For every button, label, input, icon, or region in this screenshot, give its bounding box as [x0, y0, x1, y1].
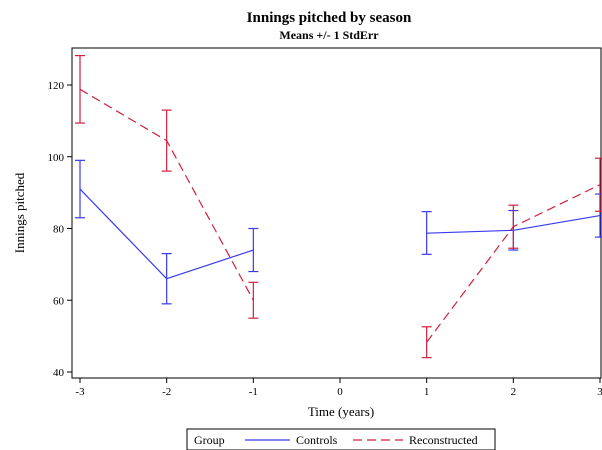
y-tick-label: 120 — [48, 80, 65, 92]
error-bar-controls — [75, 160, 85, 217]
y-axis: 40 60 80 100 120 — [48, 80, 73, 379]
error-bar-reconstructed — [75, 56, 85, 123]
y-axis-label: Innings pitched — [12, 172, 27, 253]
x-tick-label: -2 — [162, 386, 171, 398]
x-tick-label: 2 — [511, 386, 517, 398]
y-tick-label: 60 — [53, 295, 65, 307]
x-tick-label: -1 — [249, 386, 258, 398]
legend-title: Group — [194, 433, 225, 447]
y-tick-label: 40 — [53, 367, 65, 379]
plot-frame — [72, 48, 601, 378]
error-bar-controls — [162, 254, 172, 304]
x-tick-label: -3 — [75, 386, 85, 398]
y-tick-label: 80 — [53, 224, 65, 236]
error-bar-reconstructed — [248, 282, 258, 318]
x-axis-label: Time (years) — [308, 404, 374, 419]
x-axis: -3 -2 -1 0 1 2 3 — [75, 378, 602, 398]
y-tick-label: 100 — [48, 152, 65, 164]
error-bar-reconstructed — [422, 327, 432, 358]
chart-subtitle: Means +/- 1 StdErr — [279, 28, 379, 42]
series-layer — [75, 56, 602, 358]
legend-label-controls: Controls — [296, 433, 338, 447]
error-bar-controls — [248, 229, 258, 272]
error-bar-reconstructed — [162, 110, 172, 171]
legend: Group Controls Reconstructed — [187, 429, 495, 450]
legend-label-reconstructed: Reconstructed — [409, 433, 478, 447]
x-tick-label: 1 — [424, 386, 430, 398]
error-bar-reconstructed — [508, 205, 518, 248]
chart-title: Innings pitched by season — [247, 10, 412, 26]
x-tick-label: 3 — [597, 386, 602, 398]
x-tick-label: 0 — [337, 386, 343, 398]
